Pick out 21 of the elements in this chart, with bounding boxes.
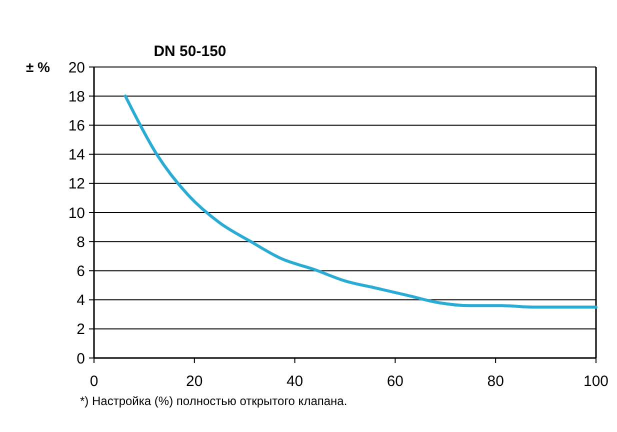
y-tick-label: 18	[68, 88, 85, 106]
y-tick-label: 8	[76, 234, 85, 251]
x-tick-label: 0	[90, 373, 98, 390]
x-tick-label: 20	[186, 373, 203, 390]
y-tick-label: 10	[68, 204, 85, 222]
x-tick-label: 100	[583, 373, 609, 390]
chart-title: DN 50-150	[154, 43, 226, 60]
y-tick-label: 2	[76, 321, 85, 338]
y-tick-label: 20	[68, 59, 85, 76]
y-axis-title: ± %	[26, 58, 51, 75]
text: *) Настройка (%) полностью открытого клапана.	[80, 394, 348, 408]
y-tick-label: 6	[76, 262, 85, 280]
y-tick-label: 4	[76, 292, 85, 310]
x-tick-label: 60	[386, 373, 404, 390]
y-tick-label: 12	[68, 176, 85, 193]
x-tick-label: 40	[286, 373, 304, 390]
y-tick-label: 14	[68, 146, 85, 164]
y-tick-label: 16	[68, 117, 85, 134]
line-series	[124, 94, 598, 309]
y-tick-label: 0	[76, 350, 85, 368]
x-tick-label: 80	[487, 373, 504, 390]
